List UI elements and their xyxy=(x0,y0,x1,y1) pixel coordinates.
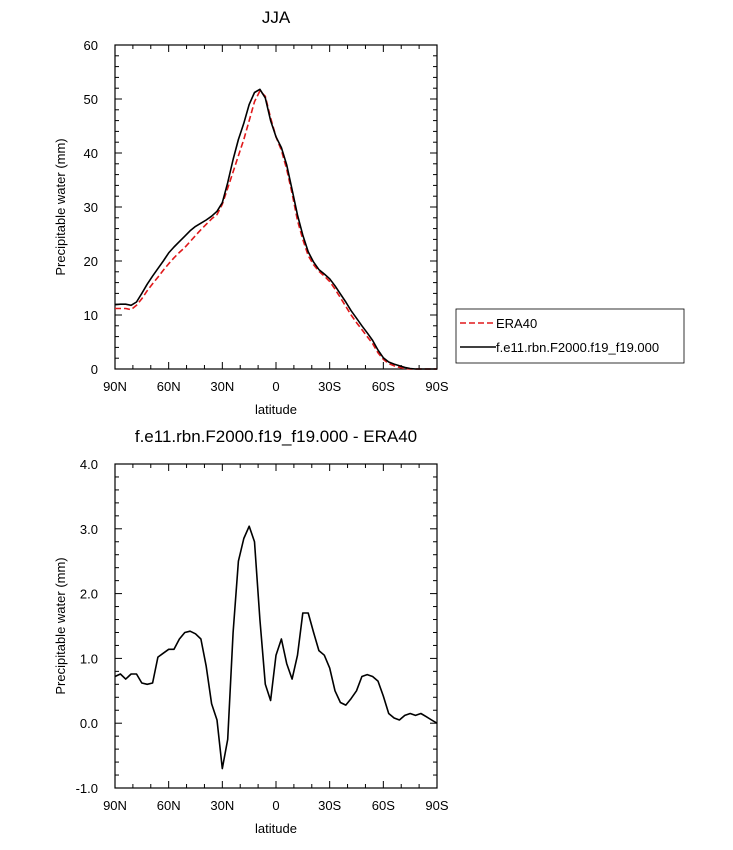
y-tick-label: 0 xyxy=(91,362,98,377)
x-tick-label: 0 xyxy=(272,798,279,813)
y-tick-label: 1.0 xyxy=(80,651,98,666)
y-tick-label: 20 xyxy=(84,254,98,269)
y-axis-label: Precipitable water (mm) xyxy=(53,138,68,275)
series-line-0 xyxy=(115,90,437,370)
y-tick-label: 3.0 xyxy=(80,522,98,537)
y-tick-label: 50 xyxy=(84,92,98,107)
legend: ERA40 f.e11.rbn.F2000.f19_f19.000 xyxy=(455,308,685,364)
x-tick-label: 30N xyxy=(210,798,234,813)
chart-title: JJA xyxy=(262,8,291,27)
x-tick-label: 90N xyxy=(103,798,127,813)
y-tick-label: 4.0 xyxy=(80,457,98,472)
x-tick-label: 90S xyxy=(425,379,448,394)
y-tick-label: -1.0 xyxy=(76,781,98,796)
x-tick-label: 60N xyxy=(157,798,181,813)
x-tick-label: 90N xyxy=(103,379,127,394)
x-axis-label: latitude xyxy=(255,402,297,417)
x-tick-label: 90S xyxy=(425,798,448,813)
x-tick-label: 60S xyxy=(372,379,395,394)
chart-title: f.e11.rbn.F2000.f19_f19.000 - ERA40 xyxy=(135,427,417,446)
y-axis-label: Precipitable water (mm) xyxy=(53,557,68,694)
top-panel-precipitable-water: JJA 90N 60N 30N 0 30S 60S 90S 0 10 20 30 40 50 60 latit… xyxy=(53,8,449,417)
series-line-1 xyxy=(114,88,437,370)
x-tick-label: 30N xyxy=(210,379,234,394)
bottom-panel-difference: f.e11.rbn.F2000.f19_f19.000 - ERA40 90N 60… xyxy=(53,427,449,836)
x-tick-label: 60N xyxy=(157,379,181,394)
plot-frame xyxy=(114,463,438,789)
x-tick-label: 30S xyxy=(318,379,341,394)
y-tick-label: 30 xyxy=(84,200,98,215)
legend-box xyxy=(455,308,685,364)
x-tick-label: 0 xyxy=(272,379,279,394)
y-tick-label: 10 xyxy=(84,308,98,323)
x-tick-label: 30S xyxy=(318,798,341,813)
y-tick-label: 60 xyxy=(84,38,98,53)
plot-frame xyxy=(114,44,438,370)
x-axis-label: latitude xyxy=(255,821,297,836)
y-tick-label: 40 xyxy=(84,146,98,161)
legend-label-1: f.e11.rbn.F2000.f19_f19.000 xyxy=(496,340,659,355)
legend-label-0: ERA40 xyxy=(496,316,537,331)
y-tick-label: 0.0 xyxy=(80,716,98,731)
series-line-0 xyxy=(114,525,438,770)
y-tick-label: 2.0 xyxy=(80,587,98,602)
x-tick-label: 60S xyxy=(372,798,395,813)
